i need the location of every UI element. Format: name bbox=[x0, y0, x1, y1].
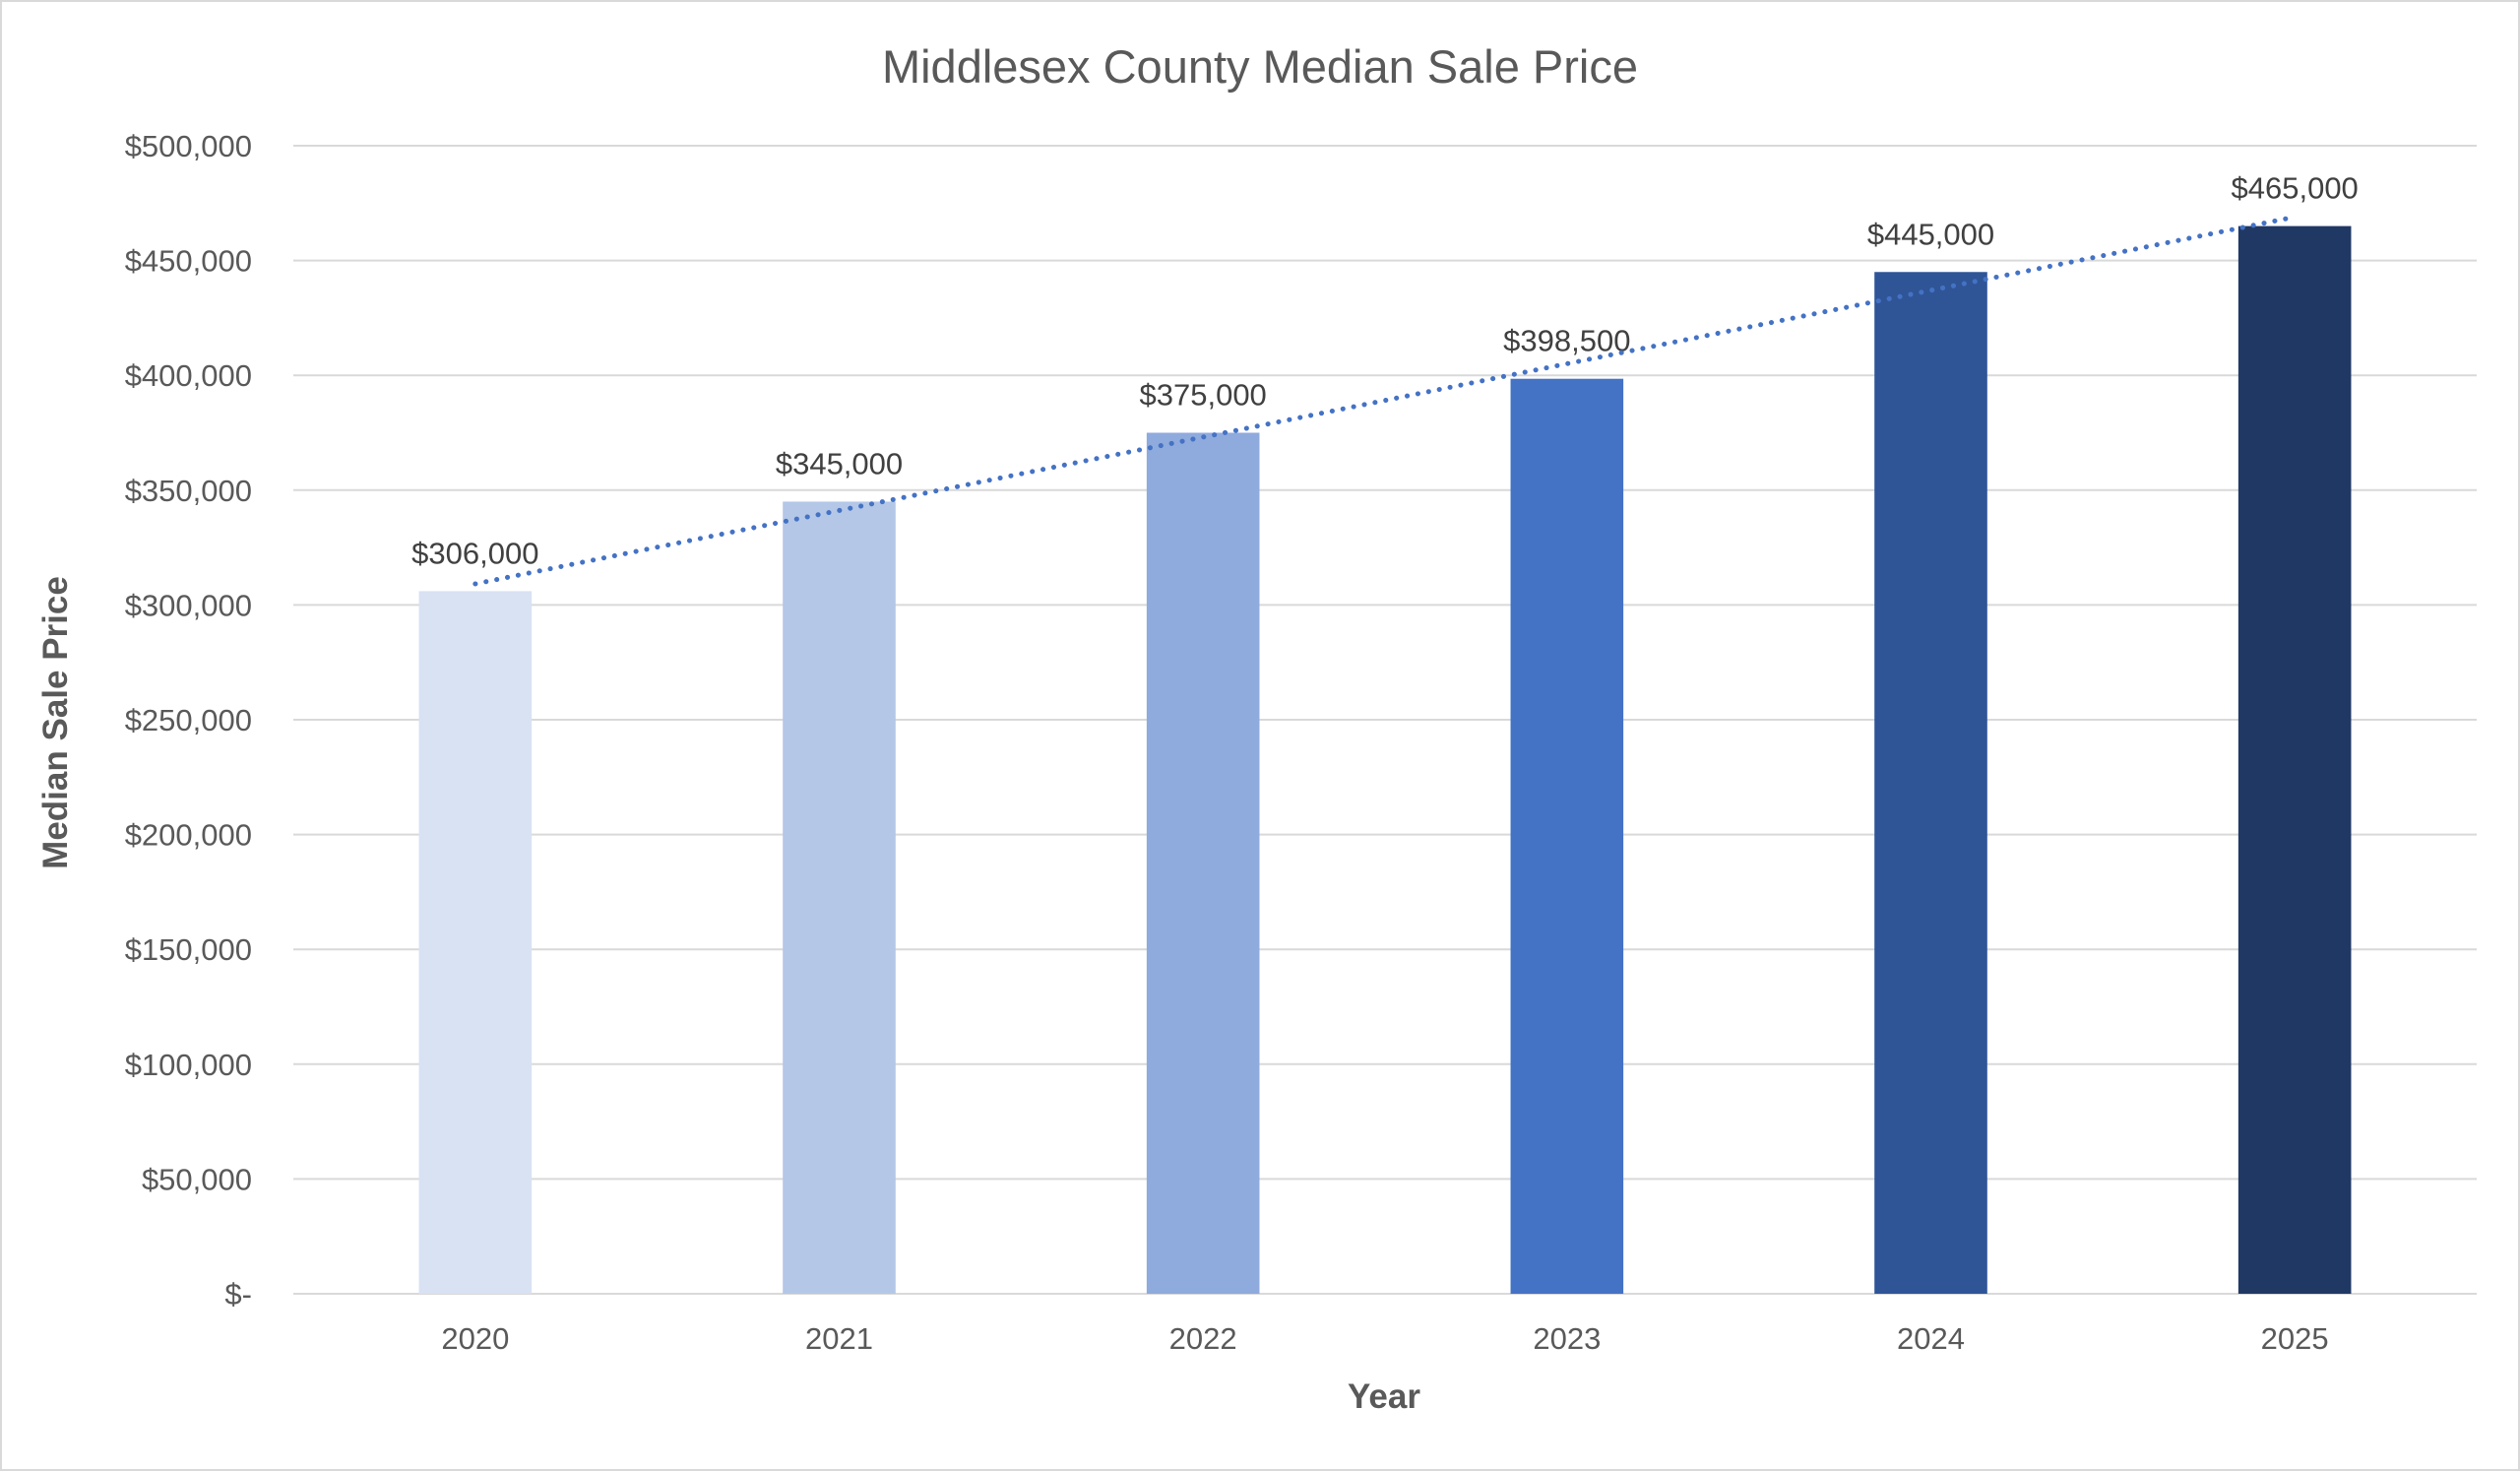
bar-2025 bbox=[2237, 225, 2352, 1294]
bar-2020 bbox=[418, 591, 533, 1294]
y-tick-label: $100,000 bbox=[125, 1048, 252, 1082]
data-label-2025: $465,000 bbox=[2232, 171, 2359, 206]
y-tick-label: $250,000 bbox=[125, 703, 252, 737]
y-tick-label: $50,000 bbox=[142, 1162, 252, 1196]
bar-2023 bbox=[1510, 378, 1624, 1294]
chart-title: Middlesex County Median Sale Price bbox=[882, 40, 1638, 93]
x-tick-label-2025: 2025 bbox=[2261, 1321, 2329, 1356]
x-tick-label-2022: 2022 bbox=[1169, 1321, 1237, 1356]
bar-2021 bbox=[783, 501, 896, 1295]
data-label-2024: $445,000 bbox=[1867, 217, 1994, 251]
data-label-2022: $375,000 bbox=[1140, 378, 1267, 413]
data-label-2020: $306,000 bbox=[411, 536, 538, 570]
gridlines bbox=[293, 145, 2477, 1295]
y-axis-ticks: $- $50,000 $100,000 $150,000 $200,000 $250,00… bbox=[125, 129, 252, 1311]
y-axis-title: Median Sale Price bbox=[36, 576, 75, 869]
y-tick-label: $450,000 bbox=[125, 244, 252, 279]
y-tick-label: $300,000 bbox=[125, 588, 252, 622]
bar-2022 bbox=[1146, 432, 1260, 1294]
y-tick-label: $400,000 bbox=[125, 358, 252, 393]
data-label-2021: $345,000 bbox=[776, 446, 903, 480]
bar-2024 bbox=[1874, 272, 1987, 1294]
x-tick-label-2023: 2023 bbox=[1533, 1321, 1601, 1356]
y-tick-label: $- bbox=[224, 1277, 252, 1311]
x-axis-title: Year bbox=[1348, 1377, 1420, 1416]
y-tick-label: $150,000 bbox=[125, 932, 252, 967]
x-tick-label-2021: 2021 bbox=[805, 1321, 873, 1356]
data-labels: $306,000 $345,000 $375,000 $398,500 $445,000… bbox=[411, 171, 2359, 571]
x-axis-ticks: 2020 2021 2022 2023 2024 2025 bbox=[441, 1321, 2328, 1356]
y-tick-label: $350,000 bbox=[125, 474, 252, 508]
trendline bbox=[472, 214, 2298, 587]
data-label-2023: $398,500 bbox=[1503, 324, 1630, 358]
bars bbox=[418, 225, 2352, 1295]
y-tick-label: $500,000 bbox=[125, 129, 252, 163]
x-tick-label-2020: 2020 bbox=[441, 1321, 509, 1356]
x-tick-label-2024: 2024 bbox=[1897, 1321, 1965, 1356]
y-tick-label: $200,000 bbox=[125, 818, 252, 853]
